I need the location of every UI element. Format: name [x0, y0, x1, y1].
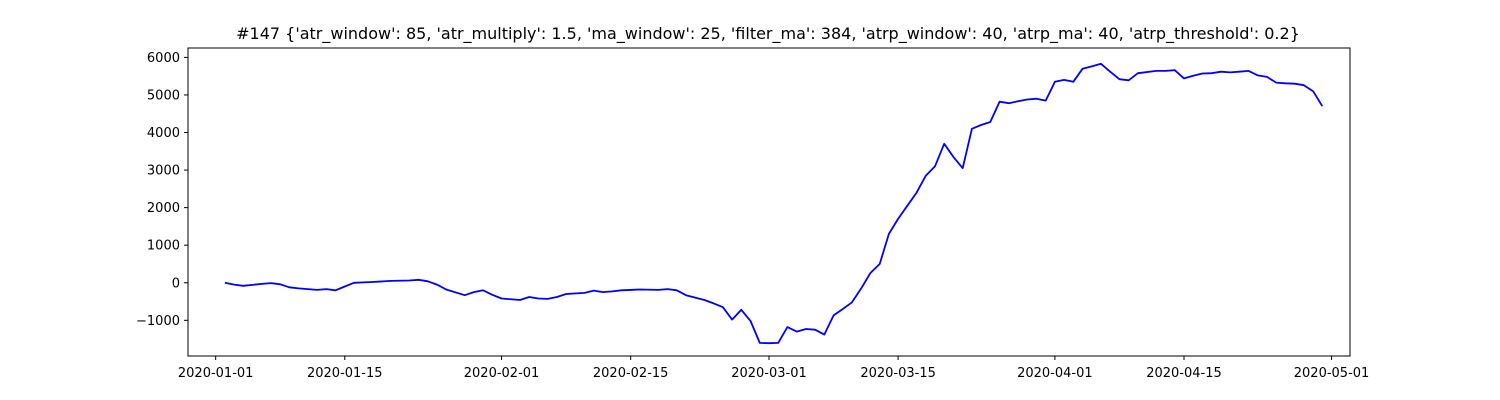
y-tick-label: 6000 — [147, 51, 180, 66]
x-tick-label: 2020-04-01 — [1017, 366, 1093, 381]
x-tick-label: 2020-01-15 — [307, 366, 383, 381]
y-axis: −1000 0 1000 2000 3000 4000 5000 6000 — [136, 51, 188, 329]
y-tick-label: 2000 — [147, 201, 180, 216]
x-tick-label: 2020-03-01 — [731, 366, 807, 381]
y-tick-label: 3000 — [147, 164, 180, 179]
x-axis: 2020-01-01 2020-01-15 2020-02-01 2020-02-15… — [178, 356, 1369, 381]
x-tick-label: 2020-05-01 — [1294, 366, 1370, 381]
y-tick-label: 0 — [172, 276, 180, 291]
y-tick-label: −1000 — [136, 314, 180, 329]
plot-area — [187, 47, 1351, 357]
y-tick-label: 1000 — [147, 239, 180, 254]
x-tick-label: 2020-02-15 — [593, 366, 669, 381]
x-tick-label: 2020-02-01 — [464, 366, 540, 381]
x-tick-label: 2020-03-15 — [860, 366, 936, 381]
x-tick-label: 2020-04-15 — [1146, 366, 1222, 381]
y-tick-label: 4000 — [147, 126, 180, 141]
y-tick-label: 5000 — [147, 88, 180, 103]
x-tick-label: 2020-01-01 — [178, 366, 254, 381]
series-line — [224, 62, 1324, 345]
chart-title: #147 {'atr_window': 85, 'atr_multiply': … — [236, 24, 1300, 44]
